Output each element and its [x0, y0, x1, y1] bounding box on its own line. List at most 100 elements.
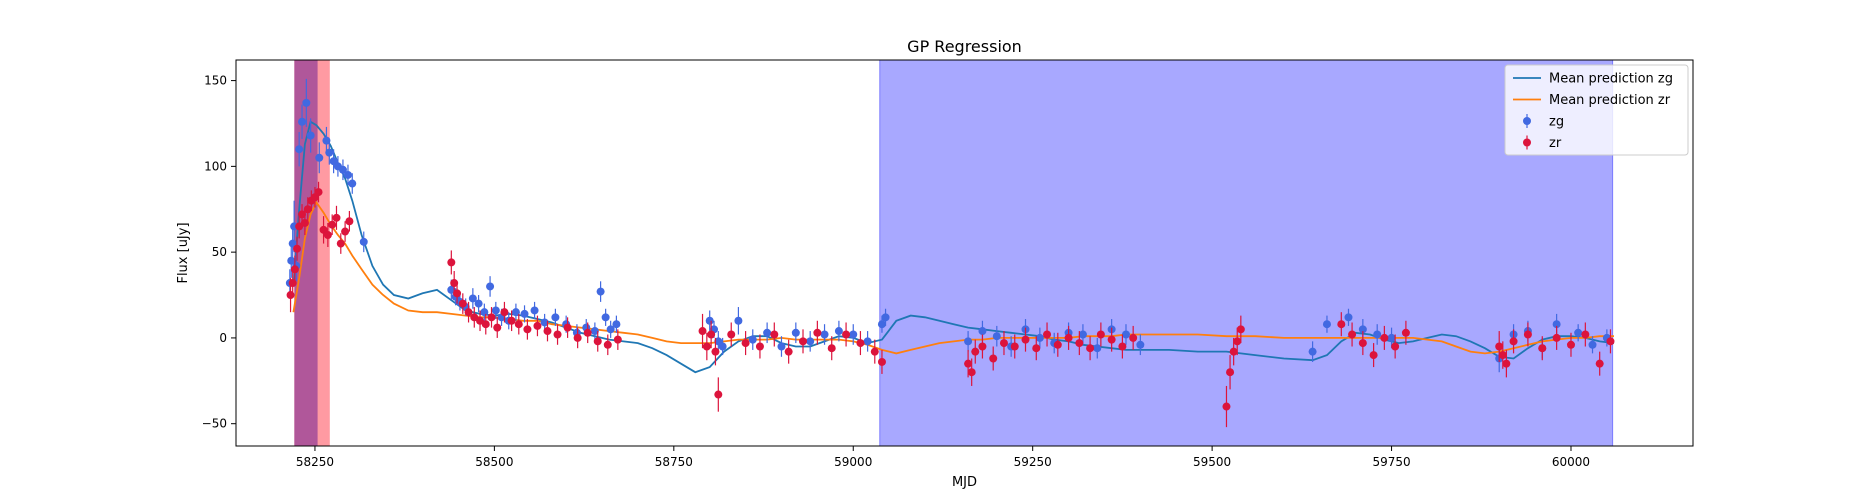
data-point-zg	[551, 313, 560, 322]
data-point-zg	[601, 313, 610, 322]
data-point-zr	[341, 227, 350, 236]
observation-points	[285, 78, 1615, 428]
data-point-zr	[453, 289, 462, 298]
data-point-zg	[877, 320, 886, 329]
data-point-zg	[302, 98, 311, 107]
data-point-zg	[1136, 340, 1145, 349]
data-point-zg	[964, 337, 973, 346]
data-point-zr	[481, 320, 490, 329]
shaded-region	[294, 60, 318, 446]
data-point-zr	[770, 330, 779, 339]
x-axis: 58250 58500 58750 59000 59250 59500 59750 60000	[296, 446, 1590, 469]
data-point-zg	[447, 285, 456, 294]
legend-box	[1504, 64, 1689, 156]
data-point-zg	[806, 337, 815, 346]
data-point-zr	[1348, 330, 1357, 339]
data-point-zg	[322, 136, 331, 145]
data-point-zr	[458, 299, 467, 308]
data-point-zg	[520, 309, 529, 318]
data-point-zg	[1035, 333, 1044, 342]
data-point-zg	[978, 327, 987, 336]
data-point-zr	[1391, 342, 1400, 351]
data-point-zg	[863, 337, 872, 346]
data-point-zr	[507, 316, 516, 325]
data-point-zr	[332, 213, 341, 222]
data-point-zg	[1093, 344, 1102, 353]
data-point-zg	[734, 316, 743, 325]
x-tick-label: 59000	[834, 455, 872, 469]
data-point-zg	[315, 153, 324, 162]
x-tick-label: 58250	[296, 455, 334, 469]
data-point-zg	[348, 179, 357, 188]
data-point-zr	[877, 357, 886, 366]
data-point-zg	[491, 306, 500, 315]
data-point-zr	[989, 354, 998, 363]
y-tick-label: 100	[204, 159, 227, 173]
data-point-zg	[338, 165, 347, 174]
data-point-zg	[1078, 330, 1087, 339]
data-point-zg	[596, 287, 605, 296]
data-point-zr	[978, 342, 987, 351]
legend-marker-zg	[1523, 117, 1531, 125]
data-point-zr	[1581, 330, 1590, 339]
data-point-zg	[530, 306, 539, 315]
data-point-zg	[849, 330, 858, 339]
data-point-zr	[1107, 335, 1116, 344]
data-point-zg	[343, 170, 352, 179]
data-point-zr	[971, 347, 980, 356]
data-point-zr	[1502, 359, 1511, 368]
data-point-zg	[834, 327, 843, 336]
x-tick-label: 59250	[1014, 455, 1052, 469]
data-point-zg	[1121, 330, 1130, 339]
data-point-zg	[1322, 320, 1331, 329]
data-point-zr	[1086, 344, 1095, 353]
data-point-zr	[1233, 337, 1242, 346]
data-point-zg	[298, 117, 307, 126]
data-point-zr	[827, 344, 836, 353]
data-point-zr	[450, 279, 459, 288]
data-point-zr	[1064, 333, 1073, 342]
data-point-zg	[1344, 313, 1353, 322]
data-point-zr	[447, 258, 456, 267]
data-point-zg	[777, 342, 786, 351]
y-tick-label: 50	[212, 245, 227, 259]
data-point-zg	[540, 318, 549, 327]
x-tick-label: 58500	[475, 455, 513, 469]
data-point-zr	[727, 330, 736, 339]
data-point-zr	[1566, 340, 1575, 349]
data-point-zr	[1495, 342, 1504, 351]
data-point-zr	[741, 339, 750, 348]
data-point-zr	[714, 390, 723, 399]
data-point-zg	[486, 282, 495, 291]
data-point-zr	[799, 337, 808, 346]
data-point-zg	[590, 327, 599, 336]
data-point-zg	[1387, 333, 1396, 342]
x-tick-label: 59750	[1372, 455, 1410, 469]
data-point-zr	[856, 339, 865, 348]
data-point-zr	[300, 218, 309, 227]
data-point-zr	[613, 335, 622, 344]
data-point-zr	[583, 328, 592, 337]
data-point-zr	[533, 321, 542, 330]
data-point-zg	[306, 131, 315, 140]
data-point-zr	[1236, 325, 1245, 334]
data-point-zr	[1021, 335, 1030, 344]
data-point-zr	[563, 323, 572, 332]
y-tick-label: 0	[219, 331, 227, 345]
data-point-zr	[493, 323, 502, 332]
data-point-zr	[1401, 328, 1410, 337]
data-point-zr	[1380, 333, 1389, 342]
data-point-zg	[705, 316, 714, 325]
data-point-zr	[286, 291, 295, 300]
data-point-zg	[881, 313, 890, 322]
data-point-zr	[500, 308, 509, 317]
data-point-zr	[870, 347, 879, 356]
data-point-zr	[328, 220, 337, 229]
x-tick-label: 60000	[1552, 455, 1590, 469]
data-point-zr	[293, 244, 302, 253]
data-point-zg	[480, 308, 489, 317]
data-point-zr	[543, 327, 552, 336]
data-point-zr	[298, 210, 307, 219]
data-point-zr	[303, 205, 312, 214]
data-point-zg	[763, 328, 772, 337]
